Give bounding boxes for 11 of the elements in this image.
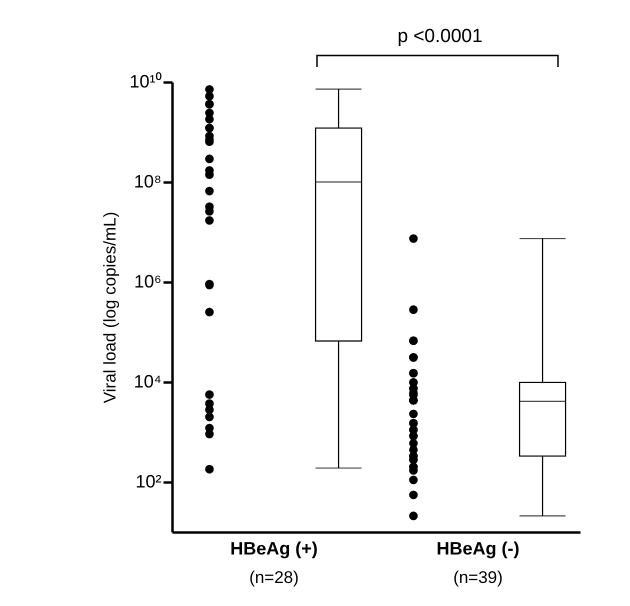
text: (n=28) bbox=[249, 568, 299, 587]
y-tick-label: 10⁴ bbox=[134, 372, 162, 392]
text: (n=39) bbox=[453, 568, 503, 587]
y-tick-label: 10² bbox=[135, 472, 162, 492]
y-tick-label: 10⁶ bbox=[134, 272, 162, 292]
y-axis-title: Viral load (log copies/mL) bbox=[100, 212, 120, 404]
y-tick-label: 10¹⁰ bbox=[129, 72, 162, 92]
x-tick-label: HBeAg (+) bbox=[230, 538, 318, 558]
x-tick-label: HBeAg (-) bbox=[436, 538, 520, 558]
text: p <0.0001 bbox=[396, 26, 484, 48]
y-tick-label: 10⁸ bbox=[134, 172, 162, 192]
